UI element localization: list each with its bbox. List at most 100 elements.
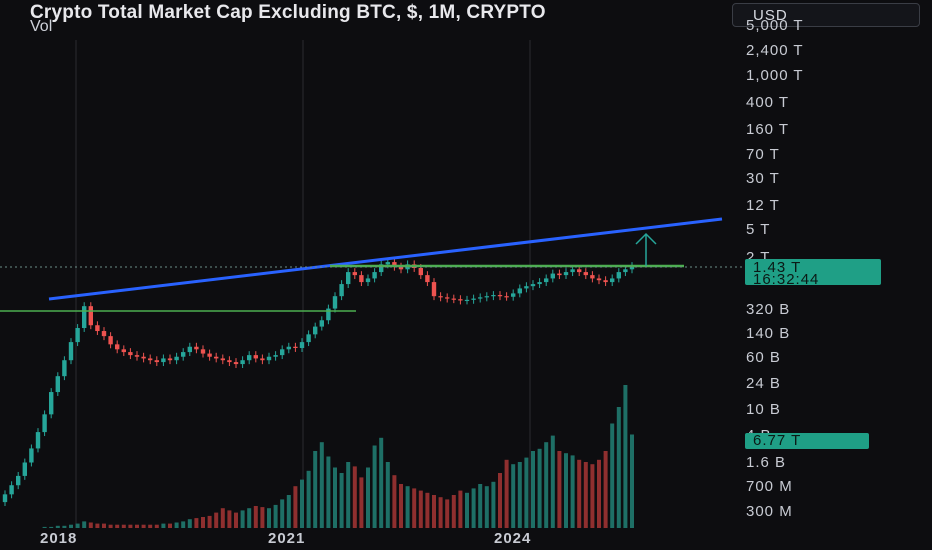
candle-body bbox=[557, 273, 562, 276]
candle-body bbox=[332, 296, 338, 309]
candle-body bbox=[9, 485, 14, 495]
volume-bar bbox=[95, 523, 100, 528]
title-bar: Crypto Total Market Cap Excluding BTC, $… bbox=[0, 0, 722, 40]
volume-bar bbox=[82, 521, 87, 528]
candle-body bbox=[148, 358, 153, 361]
volume-bar bbox=[418, 490, 423, 528]
volume-bar bbox=[564, 453, 568, 528]
volume-bar bbox=[253, 506, 258, 528]
volume-bar bbox=[267, 508, 271, 528]
volume-bar bbox=[504, 459, 509, 528]
candle-body bbox=[280, 349, 285, 356]
candle-body bbox=[497, 295, 503, 297]
volume-bar bbox=[168, 523, 172, 528]
candle-body bbox=[326, 308, 331, 321]
volume-bar bbox=[333, 467, 337, 528]
volume-bar bbox=[577, 459, 582, 528]
candle-body bbox=[22, 462, 27, 476]
candle-body bbox=[240, 360, 245, 365]
candle-body bbox=[445, 297, 450, 299]
volume-bar bbox=[306, 470, 311, 528]
candle-body bbox=[214, 356, 219, 359]
candle-body bbox=[458, 299, 463, 301]
candle-body bbox=[365, 278, 371, 283]
price-tick: 24 B bbox=[746, 375, 781, 392]
volume-bar bbox=[445, 499, 450, 528]
volume-bar bbox=[174, 522, 179, 528]
chart-title: Crypto Total Market Cap Excluding BTC, $… bbox=[30, 2, 546, 23]
volume-bar bbox=[260, 507, 265, 528]
volume-bar bbox=[366, 467, 370, 528]
candle-body bbox=[623, 269, 628, 273]
volume-bar bbox=[55, 525, 60, 528]
last-price-badge: 1.43 T 16:32:44 bbox=[745, 259, 881, 288]
candle-body bbox=[134, 355, 140, 357]
volume-bar bbox=[524, 457, 529, 528]
candle-body bbox=[339, 284, 344, 297]
volume-bar bbox=[247, 508, 252, 528]
volume-bar bbox=[531, 451, 535, 528]
volume-bar bbox=[498, 473, 502, 528]
volume-bar bbox=[141, 524, 146, 528]
volume-bar bbox=[286, 495, 291, 528]
candle-body bbox=[174, 356, 179, 361]
price-tick: 2,400 T bbox=[746, 42, 804, 59]
candle-body bbox=[319, 320, 324, 327]
candle-body bbox=[563, 272, 569, 276]
up-arrow-head bbox=[635, 232, 657, 245]
volume-bar bbox=[484, 486, 489, 528]
candle-body bbox=[82, 306, 87, 329]
candle-body bbox=[16, 475, 21, 486]
candle-body bbox=[372, 272, 377, 279]
candle-body bbox=[167, 358, 173, 361]
candle-body bbox=[359, 275, 364, 283]
candle-body bbox=[121, 349, 126, 353]
candle-body bbox=[418, 268, 423, 276]
candle-body bbox=[293, 346, 298, 349]
volume-bar bbox=[280, 499, 285, 528]
candle-body bbox=[603, 280, 608, 283]
candle-body bbox=[392, 262, 397, 267]
volume-bar bbox=[161, 523, 166, 528]
candle-body bbox=[616, 272, 621, 279]
volume-bar bbox=[49, 526, 54, 528]
volume-bar bbox=[108, 524, 113, 528]
candle-body bbox=[385, 262, 390, 265]
volume-bar bbox=[597, 459, 601, 528]
volume-bar bbox=[458, 490, 463, 528]
volume-bar bbox=[623, 385, 628, 528]
time-tick-2018: 2018 bbox=[40, 530, 78, 547]
candle-body bbox=[247, 355, 252, 361]
currency-selector[interactable]: USD bbox=[732, 3, 920, 27]
candle-body bbox=[95, 325, 100, 332]
candle-body bbox=[88, 306, 93, 326]
candle-body bbox=[530, 284, 536, 287]
candle-body bbox=[220, 358, 225, 361]
price-tick: 700 M bbox=[746, 478, 793, 495]
volume-label: Vol bbox=[30, 18, 53, 35]
volume-bar bbox=[399, 484, 403, 528]
price-tick: 1.6 B bbox=[746, 454, 787, 471]
candle-body bbox=[504, 296, 509, 298]
volume-bar bbox=[181, 521, 186, 528]
price-tick: 400 T bbox=[746, 94, 790, 111]
volume-bar bbox=[544, 442, 549, 528]
volume-bar bbox=[438, 497, 443, 528]
volume-bar bbox=[207, 515, 212, 528]
candle-body bbox=[425, 275, 430, 283]
volume-bar bbox=[603, 451, 608, 528]
candle-body bbox=[128, 352, 133, 356]
price-tick: 1,000 T bbox=[746, 67, 804, 84]
candle-body bbox=[451, 298, 456, 300]
volume-bar bbox=[121, 524, 126, 528]
volume-bar bbox=[62, 525, 67, 528]
candle-body bbox=[570, 269, 575, 273]
candle-body bbox=[596, 278, 602, 281]
last-volume-badge: 6.77 T bbox=[745, 432, 869, 449]
candle-body bbox=[478, 297, 483, 299]
volume-bar bbox=[451, 495, 456, 528]
trendline bbox=[48, 217, 723, 301]
volume-bar bbox=[425, 492, 430, 528]
volume-bar bbox=[550, 435, 555, 528]
